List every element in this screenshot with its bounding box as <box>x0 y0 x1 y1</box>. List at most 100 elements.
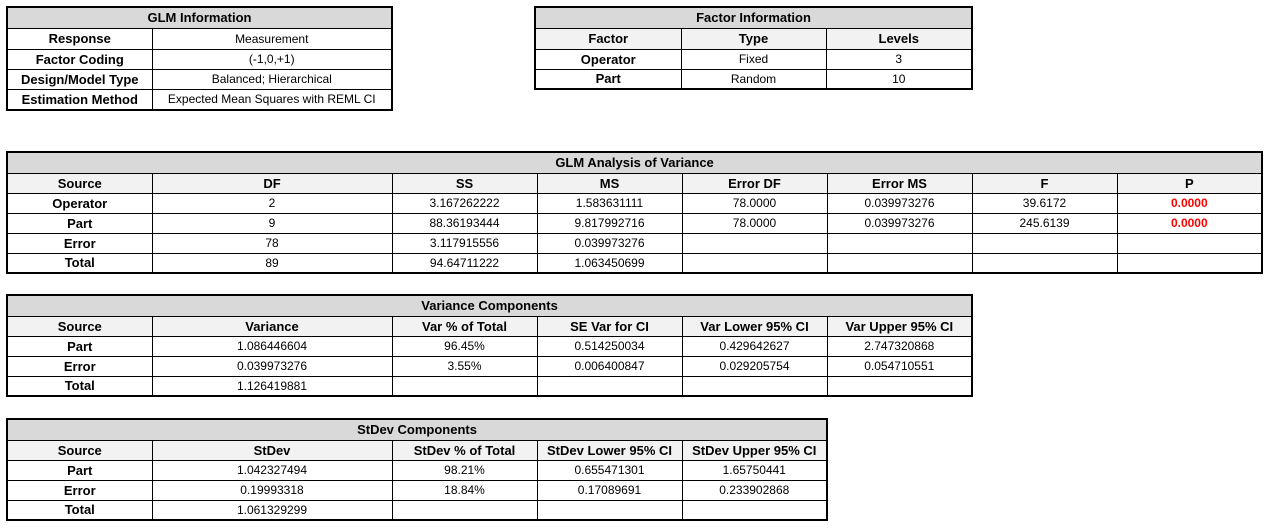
table-cell: 1.65750441 <box>681 459 828 481</box>
column-header: Error DF <box>681 172 828 194</box>
table-row: Error 0.19993318 18.84% 0.17089691 0.233… <box>6 479 828 501</box>
table-cell <box>826 375 973 397</box>
anova-table: GLM Analysis of Variance Source DF SS MS… <box>6 151 1264 274</box>
table-row: Part 1.042327494 98.21% 0.655471301 1.65… <box>6 459 828 481</box>
table-cell: 0.054710551 <box>826 355 973 377</box>
table-cell <box>681 252 828 274</box>
table-cell <box>536 375 683 397</box>
table-cell: 9.817992716 <box>536 212 683 234</box>
anova-title: GLM Analysis of Variance <box>6 151 1263 174</box>
table-cell: 1.063450699 <box>536 252 683 274</box>
design-model-type-value: Balanced; Hierarchical <box>151 68 393 90</box>
row-label: Error <box>6 479 153 501</box>
response-value: Measurement <box>151 27 393 50</box>
response-label: Response <box>6 27 153 50</box>
table-cell: 1.126419881 <box>151 375 393 397</box>
table-cell: 1.042327494 <box>151 459 393 481</box>
table-cell <box>971 252 1118 274</box>
column-header: Factor <box>534 27 682 50</box>
table-cell <box>681 232 828 254</box>
table-cell: 78.0000 <box>681 192 828 214</box>
column-header: F <box>971 172 1118 194</box>
table-cell: Fixed <box>680 48 827 70</box>
row-label: Operator <box>6 192 153 214</box>
row-label: Error <box>6 232 153 254</box>
column-header: Error MS <box>826 172 973 194</box>
p-value-cell: 0.0000 <box>1116 212 1263 234</box>
row-label: Part <box>6 335 153 357</box>
row-label: Total <box>6 252 153 274</box>
table-cell: 0.655471301 <box>536 459 683 481</box>
table-cell: 9 <box>151 212 393 234</box>
table-cell: 2.747320868 <box>826 335 973 357</box>
table-row: Total 1.061329299 <box>6 499 828 521</box>
column-header: DF <box>151 172 393 194</box>
table-cell: 245.6139 <box>971 212 1118 234</box>
table-cell: 96.45% <box>391 335 538 357</box>
table-cell <box>1116 232 1263 254</box>
row-label: Part <box>6 212 153 234</box>
column-header: Var Lower 95% CI <box>681 315 828 337</box>
column-header: Levels <box>825 27 973 50</box>
table-cell: 1.086446604 <box>151 335 393 357</box>
table-row: Error 78 3.117915556 0.039973276 <box>6 232 1263 254</box>
column-header: SS <box>391 172 538 194</box>
table-row: Part 1.086446604 96.45% 0.514250034 0.42… <box>6 335 973 357</box>
table-row: Error 0.039973276 3.55% 0.006400847 0.02… <box>6 355 973 377</box>
table-cell: 1.583631111 <box>536 192 683 214</box>
table-cell: 78.0000 <box>681 212 828 234</box>
table-cell: 0.039973276 <box>536 232 683 254</box>
table-cell: 2 <box>151 192 393 214</box>
table-cell: 0.039973276 <box>826 192 973 214</box>
factor-information-title: Factor Information <box>534 6 973 29</box>
row-label: Part <box>534 68 682 90</box>
table-row: Operator 2 3.167262222 1.583631111 78.00… <box>6 192 1263 214</box>
column-header: StDev Lower 95% CI <box>536 439 683 461</box>
factor-information-table: Factor Information Factor Type Levels Op… <box>534 6 974 90</box>
table-cell: 0.039973276 <box>151 355 393 377</box>
table-cell: 0.039973276 <box>826 212 973 234</box>
table-cell <box>681 499 828 521</box>
estimation-method-label: Estimation Method <box>6 88 153 111</box>
factor-coding-value: (-1,0,+1) <box>151 48 393 70</box>
table-cell <box>826 252 973 274</box>
table-cell: 0.006400847 <box>536 355 683 377</box>
table-cell <box>971 232 1118 254</box>
p-value-cell: 0.0000 <box>1116 192 1263 214</box>
table-cell <box>826 232 973 254</box>
column-header: Var Upper 95% CI <box>826 315 973 337</box>
stdev-components-title: StDev Components <box>6 418 828 441</box>
column-header: StDev <box>151 439 393 461</box>
table-row: Part Random 10 <box>534 68 973 90</box>
column-header: Source <box>6 439 153 461</box>
column-header: SE Var for CI <box>536 315 683 337</box>
column-header: MS <box>536 172 683 194</box>
table-cell <box>391 499 538 521</box>
variance-components-table: Variance Components Source Variance Var … <box>6 294 974 397</box>
table-row: Total 1.126419881 <box>6 375 973 397</box>
table-cell: Random <box>680 68 827 90</box>
table-cell: 1.061329299 <box>151 499 393 521</box>
table-cell: 98.21% <box>391 459 538 481</box>
table-cell: 88.36193444 <box>391 212 538 234</box>
table-cell: 0.233902868 <box>681 479 828 501</box>
variance-components-title: Variance Components <box>6 294 973 317</box>
table-cell: 18.84% <box>391 479 538 501</box>
table-cell: 0.514250034 <box>536 335 683 357</box>
table-row: Operator Fixed 3 <box>534 48 973 70</box>
factor-coding-label: Factor Coding <box>6 48 153 70</box>
stdev-components-table: StDev Components Source StDev StDev % of… <box>6 418 829 521</box>
column-header: P <box>1116 172 1263 194</box>
table-cell: 3 <box>825 48 973 70</box>
table-cell: 0.17089691 <box>536 479 683 501</box>
table-cell: 3.55% <box>391 355 538 377</box>
table-cell: 3.167262222 <box>391 192 538 214</box>
row-label: Operator <box>534 48 682 70</box>
glm-information-table: GLM Information Response Measurement Fac… <box>6 6 393 111</box>
row-label: Total <box>6 375 153 397</box>
table-row: Total 89 94.64711222 1.063450699 <box>6 252 1263 274</box>
column-header: Source <box>6 172 153 194</box>
table-cell: 3.117915556 <box>391 232 538 254</box>
row-label: Part <box>6 459 153 481</box>
table-cell: 78 <box>151 232 393 254</box>
